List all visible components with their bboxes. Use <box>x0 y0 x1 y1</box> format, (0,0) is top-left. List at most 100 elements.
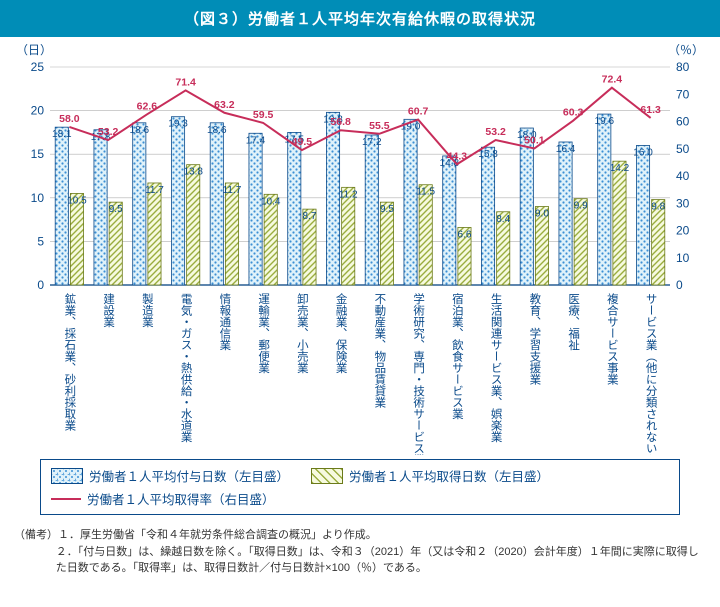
svg-text:71.4: 71.4 <box>175 76 196 88</box>
legend-bar2: 労働者１人平均取得日数（左目盛） <box>311 466 549 485</box>
legend-line: 労働者１人平均取得率（右目盛） <box>51 489 275 508</box>
chart-title: （図３）労働者１人平均年次有給休暇の取得状況 <box>0 0 720 37</box>
bar-taken <box>342 187 355 285</box>
bar-taken <box>419 185 432 285</box>
y-axis-right-unit: （％） <box>668 41 704 58</box>
svg-text:16.4: 16.4 <box>556 144 576 155</box>
bar-granted <box>249 133 262 285</box>
legend-swatch-bar2 <box>311 468 343 484</box>
svg-text:61.3: 61.3 <box>640 104 661 116</box>
svg-text:50: 50 <box>676 142 690 156</box>
svg-text:80: 80 <box>676 60 690 74</box>
bar-granted <box>326 112 339 285</box>
bar-granted <box>171 117 184 285</box>
bar-taken <box>148 183 161 285</box>
svg-text:30: 30 <box>676 196 690 210</box>
category-label: 運輸業、郵便業 <box>257 293 270 374</box>
legend-bar1-label: 労働者１人平均付与日数（左目盛） <box>89 466 289 485</box>
svg-text:19.6: 19.6 <box>595 116 615 127</box>
category-label: 教育、学習支援業 <box>528 292 541 385</box>
chart-container: （図３）労働者１人平均年次有給休暇の取得状況 （日） （％） 0 5 10 15 20 2… <box>0 0 720 591</box>
svg-text:53.2: 53.2 <box>485 126 506 138</box>
bar-granted <box>636 145 649 285</box>
svg-text:11.5: 11.5 <box>416 187 435 198</box>
footnotes: （備考）１．厚生労働省「令和４年就労条件総合調査の概況」より作成。 ２．「付与日… <box>0 523 720 591</box>
bar-granted <box>443 156 456 285</box>
svg-text:6.6: 6.6 <box>458 229 472 240</box>
svg-text:44.3: 44.3 <box>447 150 468 162</box>
svg-text:9.9: 9.9 <box>574 201 588 212</box>
bar-granted <box>404 119 417 285</box>
svg-text:10.4: 10.4 <box>261 196 281 207</box>
svg-text:53.2: 53.2 <box>98 126 119 138</box>
svg-text:56.8: 56.8 <box>330 116 351 128</box>
svg-text:16.0: 16.0 <box>633 147 653 158</box>
svg-text:9.0: 9.0 <box>535 209 549 220</box>
svg-text:10.5: 10.5 <box>67 195 87 206</box>
svg-text:60: 60 <box>676 115 690 129</box>
legend-line-label: 労働者１人平均取得率（右目盛） <box>87 489 275 508</box>
legend-bar1: 労働者１人平均付与日数（左目盛） <box>51 466 289 485</box>
svg-text:11.7: 11.7 <box>223 185 242 196</box>
category-label: 鉱業、採石業、砂利採取業 <box>63 292 76 431</box>
svg-text:55.5: 55.5 <box>369 120 390 132</box>
svg-text:9.5: 9.5 <box>380 204 394 215</box>
bar-taken <box>613 161 626 285</box>
y-axis-left-unit: （日） <box>16 41 52 58</box>
bar-granted <box>365 135 378 285</box>
svg-text:13.8: 13.8 <box>183 167 203 178</box>
category-label: 医療、福祉 <box>567 293 580 351</box>
category-label: 製造業 <box>141 292 154 327</box>
svg-text:9.8: 9.8 <box>651 202 665 213</box>
bar-taken <box>70 193 83 285</box>
svg-text:18.1: 18.1 <box>52 129 72 140</box>
svg-text:18.6: 18.6 <box>207 125 227 136</box>
bar-taken <box>187 165 200 285</box>
svg-text:59.5: 59.5 <box>253 109 274 121</box>
chart-svg: 05101520250102030405060708018.110.517.89… <box>10 45 710 455</box>
svg-text:5: 5 <box>37 234 44 248</box>
category-label: サービス業（他に分類されないもの） <box>645 293 658 455</box>
svg-text:20: 20 <box>676 224 690 238</box>
svg-text:40: 40 <box>676 169 690 183</box>
svg-text:18.6: 18.6 <box>130 125 150 136</box>
note-1: １．厚生労働省「令和４年就労条件総合調査の概況」より作成。 <box>58 529 377 541</box>
svg-text:58.0: 58.0 <box>59 113 80 125</box>
svg-text:25: 25 <box>31 60 45 74</box>
legend-swatch-bar1 <box>51 468 83 484</box>
svg-text:14.2: 14.2 <box>610 163 630 174</box>
svg-text:11.2: 11.2 <box>339 189 358 200</box>
bar-granted <box>210 123 223 285</box>
svg-text:10: 10 <box>31 191 45 205</box>
svg-text:19.3: 19.3 <box>168 119 188 130</box>
category-label: 不動産業、物品賃貸業 <box>373 293 386 408</box>
svg-text:15.8: 15.8 <box>478 149 498 160</box>
svg-text:15: 15 <box>31 147 45 161</box>
legend-bar2-label: 労働者１人平均取得日数（左目盛） <box>349 466 549 485</box>
svg-text:8.4: 8.4 <box>496 214 510 225</box>
svg-text:63.2: 63.2 <box>214 99 235 111</box>
bar-taken <box>264 194 277 285</box>
legend: 労働者１人平均付与日数（左目盛） 労働者１人平均取得日数（左目盛） 労働者１人平… <box>40 459 680 515</box>
svg-text:8.7: 8.7 <box>303 211 317 222</box>
svg-text:0: 0 <box>676 278 683 292</box>
svg-text:9.5: 9.5 <box>109 204 123 215</box>
bar-granted <box>481 147 494 285</box>
svg-text:17.4: 17.4 <box>246 135 266 146</box>
category-label: 情報通信業 <box>218 293 231 351</box>
svg-text:10: 10 <box>676 251 690 265</box>
svg-text:17.2: 17.2 <box>362 137 382 148</box>
category-label: 宿泊業、飲食サービス業 <box>451 292 464 419</box>
svg-text:72.4: 72.4 <box>602 74 623 86</box>
category-label: 金融業、保険業 <box>335 292 348 373</box>
category-label: 複合サービス事業 <box>606 292 619 385</box>
chart-area: （日） （％） 05101520250102030405060708018.11… <box>0 37 720 455</box>
category-label: 卸売業、小売業 <box>296 292 309 373</box>
category-label: 生活関連サービス業、娯楽業 <box>490 292 503 442</box>
category-label: 電気・ガス・熱供給・水道業 <box>180 293 193 443</box>
svg-text:60.3: 60.3 <box>563 107 584 119</box>
note-2: ２．「付与日数」は、繰越日数を除く。「取得日数」は、令和３（2021）年（又は令… <box>56 546 699 575</box>
bar-taken <box>225 183 238 285</box>
svg-text:70: 70 <box>676 87 690 101</box>
bar-granted <box>288 132 301 285</box>
